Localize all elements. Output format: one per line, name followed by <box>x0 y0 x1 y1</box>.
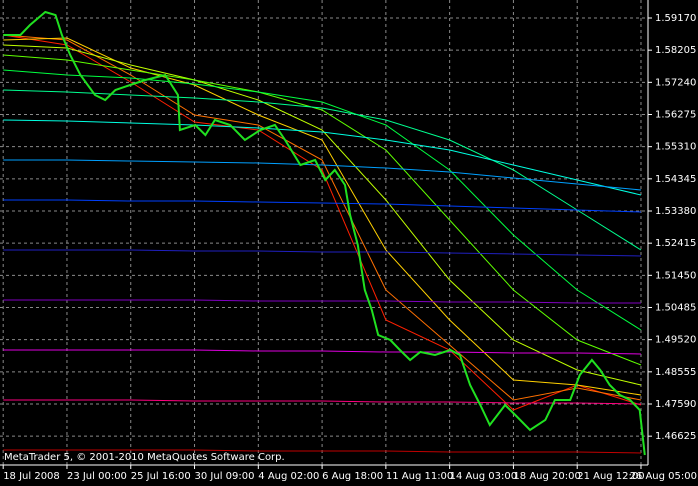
y-tick-label: 1.57240 <box>655 77 696 88</box>
x-tick-label: 30 Jul 09:00 <box>195 471 255 482</box>
x-tick-label: 26 Aug 05:00 <box>630 471 697 482</box>
y-tick-label: 1.48555 <box>655 367 696 378</box>
ma-line <box>3 299 641 304</box>
y-tick-label: 1.49520 <box>655 335 696 346</box>
ma-line <box>3 349 642 355</box>
x-tick-label: 14 Aug 03:00 <box>450 471 517 482</box>
y-tick-label: 1.58205 <box>655 45 696 56</box>
x-tick-label: 21 Aug 12:00 <box>577 471 644 482</box>
y-tick-label: 1.59170 <box>655 13 696 24</box>
x-tick-label: 25 Jul 16:00 <box>131 471 191 482</box>
ma-line <box>3 159 642 191</box>
ma-line <box>3 54 642 366</box>
ma-line <box>3 399 642 405</box>
y-tick-label: 1.52415 <box>655 238 696 249</box>
ma-line <box>3 44 642 386</box>
x-tick-label: 11 Aug 11:00 <box>386 471 453 482</box>
ma-line <box>3 249 642 257</box>
ma-line <box>3 449 642 454</box>
ma-line <box>3 34 642 411</box>
x-tick-label: 23 Jul 00:00 <box>67 471 127 482</box>
x-tick-label: 18 Jul 2008 <box>3 471 60 482</box>
y-tick-label: 1.51450 <box>655 270 696 281</box>
ma-line <box>3 69 642 331</box>
y-tick-label: 1.53380 <box>655 206 696 217</box>
y-tick-label: 1.56275 <box>655 110 696 121</box>
y-tick-label: 1.55310 <box>655 142 696 153</box>
ma-line <box>3 199 642 213</box>
copyright-note: MetaTrader 5, © 2001-2010 MetaQuotes Sof… <box>4 452 285 463</box>
x-tick-label: 18 Aug 20:00 <box>513 471 580 482</box>
y-tick-label: 1.54345 <box>655 174 696 185</box>
x-tick-label: 4 Aug 02:00 <box>258 471 319 482</box>
x-tick-label: 6 Aug 18:00 <box>322 471 383 482</box>
y-tick-label: 1.46625 <box>655 431 696 442</box>
ma-line <box>3 119 642 196</box>
y-tick-label: 1.50485 <box>655 303 696 314</box>
ma-line <box>3 37 642 396</box>
ma-line <box>3 89 642 251</box>
ma-line <box>3 34 642 401</box>
y-tick-label: 1.47590 <box>655 399 696 410</box>
price-line <box>3 10 646 456</box>
